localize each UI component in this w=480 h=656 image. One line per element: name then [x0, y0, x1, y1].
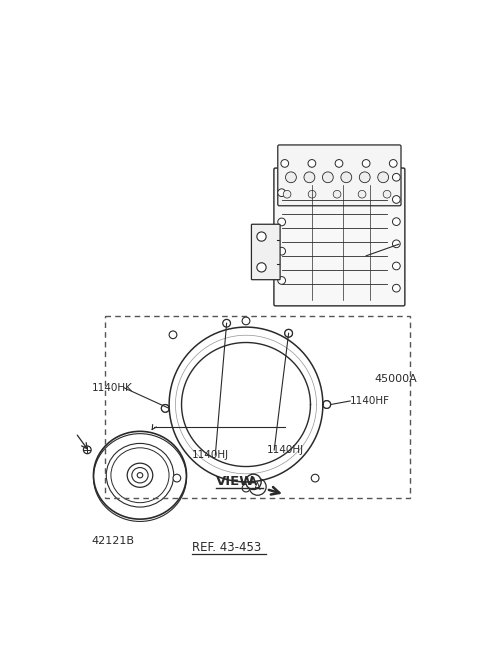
Circle shape — [360, 172, 370, 182]
Circle shape — [393, 218, 400, 226]
Circle shape — [249, 478, 266, 495]
Circle shape — [246, 474, 261, 489]
Circle shape — [257, 263, 266, 272]
Circle shape — [278, 277, 286, 284]
Text: A: A — [254, 482, 261, 492]
Circle shape — [84, 446, 91, 454]
Text: VIEW: VIEW — [216, 476, 255, 488]
Circle shape — [311, 474, 319, 482]
Circle shape — [283, 190, 291, 198]
Circle shape — [333, 190, 341, 198]
Circle shape — [278, 247, 286, 255]
Circle shape — [278, 189, 286, 197]
FancyBboxPatch shape — [252, 224, 280, 279]
Text: 1140HJ: 1140HJ — [266, 445, 303, 455]
Circle shape — [242, 484, 250, 492]
Circle shape — [161, 405, 169, 412]
Text: 42121B: 42121B — [92, 536, 134, 546]
Text: 1140HF: 1140HF — [350, 396, 390, 406]
Text: A: A — [250, 477, 257, 487]
Circle shape — [161, 405, 169, 412]
Text: 1140HK: 1140HK — [92, 383, 132, 393]
Circle shape — [323, 401, 331, 409]
Circle shape — [358, 190, 366, 198]
Circle shape — [393, 195, 400, 203]
Circle shape — [281, 159, 288, 167]
Circle shape — [362, 159, 370, 167]
Circle shape — [242, 317, 250, 325]
Circle shape — [383, 190, 391, 198]
Circle shape — [173, 474, 181, 482]
Text: 1140HJ: 1140HJ — [192, 450, 229, 460]
Circle shape — [223, 319, 230, 327]
Circle shape — [257, 232, 266, 241]
Circle shape — [323, 172, 333, 182]
Circle shape — [169, 331, 177, 338]
Circle shape — [286, 172, 296, 182]
Circle shape — [335, 159, 343, 167]
Circle shape — [393, 262, 400, 270]
Circle shape — [285, 329, 292, 337]
Circle shape — [393, 173, 400, 181]
Circle shape — [285, 329, 292, 337]
Circle shape — [393, 240, 400, 248]
Circle shape — [323, 401, 331, 409]
FancyBboxPatch shape — [278, 145, 401, 206]
Circle shape — [304, 172, 315, 182]
Circle shape — [389, 159, 397, 167]
Circle shape — [341, 172, 352, 182]
Circle shape — [308, 190, 316, 198]
Circle shape — [378, 172, 389, 182]
Text: 45000A: 45000A — [374, 375, 417, 384]
Circle shape — [308, 159, 316, 167]
FancyBboxPatch shape — [274, 168, 405, 306]
Text: REF. 43-453: REF. 43-453 — [192, 541, 261, 554]
Circle shape — [278, 218, 286, 226]
Circle shape — [393, 284, 400, 292]
